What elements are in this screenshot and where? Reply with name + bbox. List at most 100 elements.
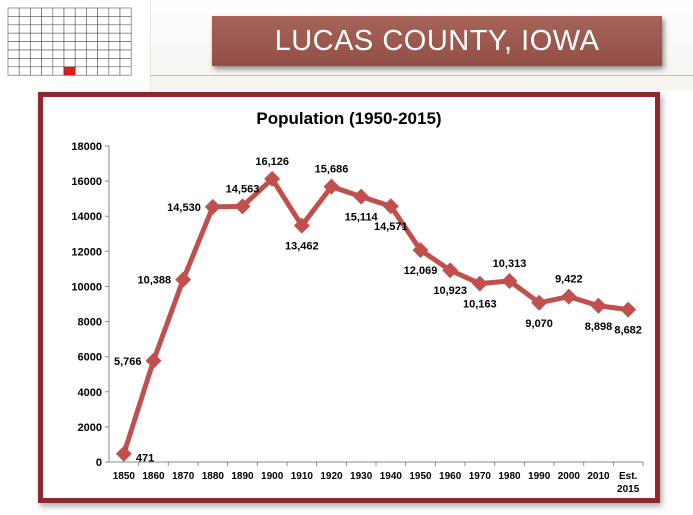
x-tick-label: 1890 [231,471,254,482]
data-label: 16,126 [255,156,289,168]
county-cell [108,41,121,51]
data-point-marker [590,297,607,314]
county-cell [30,16,42,26]
county-cell [74,24,87,34]
x-tick-label: 1970 [469,471,492,482]
county-cell [63,32,76,42]
county-cell [52,58,65,68]
data-point-marker [145,352,162,369]
data-label: 10,923 [433,285,467,297]
county-cell [74,16,87,26]
county-cell [41,58,54,68]
data-point-marker [620,301,637,318]
county-cell [41,24,54,34]
county-cell [86,66,98,76]
county-cell [63,24,76,34]
county-cell [119,16,132,26]
county-cell [41,41,54,51]
county-cell [7,7,20,17]
chart-frame: Population (1950-2015) 0 2000 4000 6000 8000… [38,92,660,503]
data-point-marker [323,178,340,195]
data-label: 12,069 [404,265,438,277]
county-cell [41,7,54,17]
county-cell [86,41,98,51]
data-label: 9,070 [525,318,553,330]
county-cell [30,49,42,59]
county-cell [119,49,132,59]
data-label: 8,898 [585,321,613,333]
y-tick-label: 10000 [71,281,102,293]
county-cell [7,24,20,34]
data-label: 10,388 [138,275,172,287]
county-cell [18,41,31,51]
county-cell [86,7,98,17]
x-tick-label: 1930 [350,471,373,482]
county-cell [97,7,110,17]
county-cell [41,32,54,42]
iowa-map-icon [7,7,132,76]
county-cell [86,49,98,59]
y-tick-label: 16000 [71,176,102,188]
county-cell [52,7,65,17]
county-cell [119,32,132,42]
data-label: 15,114 [345,212,379,224]
x-tick-label: 1910 [291,471,314,482]
county-cell [86,32,98,42]
data-label: 14,563 [226,183,260,195]
county-cell [63,16,76,26]
county-cell [97,58,110,68]
county-cell [97,41,110,51]
x-tick-label: 1950 [409,471,432,482]
x-tick-label: 1850 [113,471,136,482]
county-cell [97,66,110,76]
data-point-marker [115,445,132,462]
data-label: 5,766 [114,356,142,368]
county-cell [41,66,54,76]
data-label: 471 [136,453,154,465]
data-point-marker [353,188,370,205]
county-cell [30,7,42,17]
x-tick-label: 2010 [587,471,610,482]
data-point-marker [264,170,281,187]
y-tick-label: 18000 [71,141,102,153]
county-cell [108,32,121,42]
county-cell [108,16,121,26]
data-label: 14,571 [374,221,408,233]
county-cell [18,7,31,17]
y-tick-label: 8000 [78,317,102,329]
county-cell [52,49,65,59]
county-cell [63,41,76,51]
county-cell [18,58,31,68]
county-cell [52,32,65,42]
county-cell [108,66,121,76]
x-tick-label: Est. [619,471,638,482]
county-cell [18,66,31,76]
x-tick-label: 1940 [380,471,403,482]
county-cell [63,49,76,59]
county-cell [97,16,110,26]
county-cell [119,24,132,34]
data-point-marker [471,275,488,292]
y-tick-label: 2000 [78,422,102,434]
data-point-marker [501,272,518,289]
county-cell [108,49,121,59]
y-tick-label: 0 [96,457,102,469]
chart-title: Population (1950-2015) [256,109,442,128]
county-cell [7,32,20,42]
data-label: 15,686 [315,164,349,176]
data-point-marker [412,242,429,259]
county-cell [119,41,132,51]
data-label: 9,422 [555,274,583,286]
x-tick-label: 1880 [202,471,225,482]
county-cell [86,58,98,68]
x-tick-label: 1900 [261,471,284,482]
data-point-marker [560,288,577,305]
county-cell [41,16,54,26]
x-tick-label: 1860 [142,471,165,482]
county-cell [7,16,20,26]
county-cell [86,24,98,34]
x-tick-label: 1980 [498,471,521,482]
x-tick-label: 1990 [528,471,551,482]
data-point-marker [204,198,221,215]
x-tick-label: 2000 [558,471,581,482]
